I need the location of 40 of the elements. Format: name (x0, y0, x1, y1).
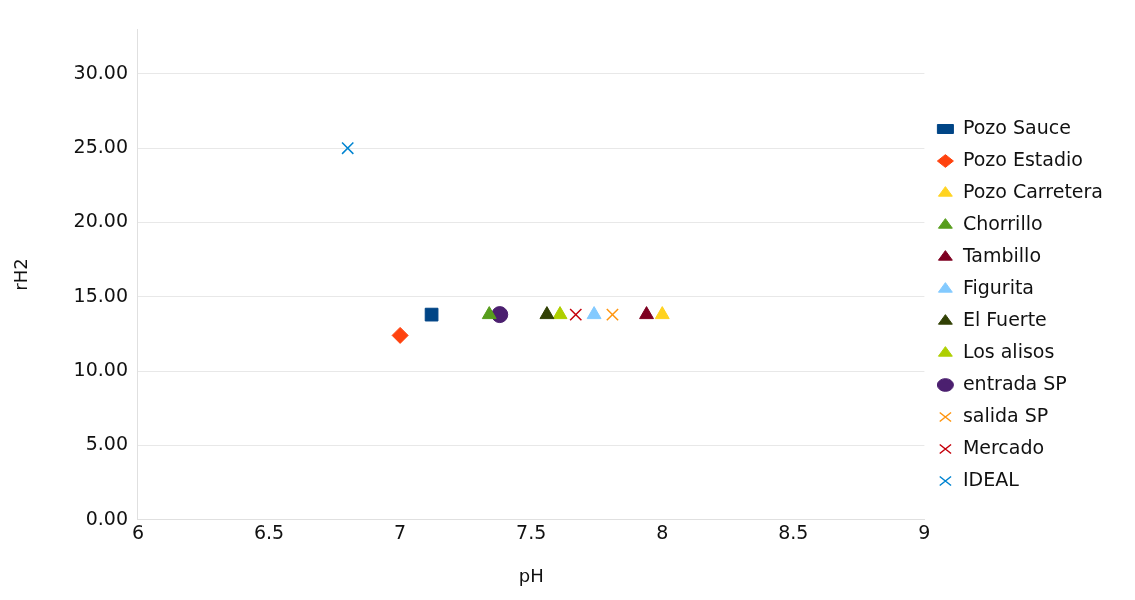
point (606, 308, 619, 322)
x-tick-label: 9 (918, 520, 931, 543)
legend-label: Los alisos (962, 339, 1055, 362)
x-tick-label: 6 (131, 520, 145, 543)
point (491, 306, 509, 324)
legend-label: Pozo Carretera (962, 179, 1103, 202)
legend-label: entrada SP (962, 371, 1067, 394)
x-tick-label: 8.5 (778, 520, 809, 543)
x-tick-label: 6.5 (253, 520, 285, 543)
y-tick-label: 0.00 (85, 506, 128, 529)
legend-label: Mercado (962, 435, 1045, 458)
legend-label: Figurita (962, 275, 1035, 298)
x-axis-title: pH (518, 564, 544, 586)
y-tick-label: 25.00 (73, 135, 128, 158)
point (424, 307, 439, 322)
point (654, 306, 670, 320)
y-tick-label: 10.00 (73, 357, 128, 380)
point (341, 141, 355, 155)
point (481, 306, 497, 320)
y-tick-label: 15.00 (73, 283, 128, 306)
point (586, 306, 602, 320)
x-tick-label: 8 (656, 520, 669, 543)
point (391, 326, 409, 344)
y-tick-label: 30.00 (73, 60, 128, 83)
y-axis-title: rH2 (10, 258, 32, 291)
legend-label: Pozo Estadio (962, 147, 1083, 170)
legend-label: Pozo Sauce (962, 115, 1071, 138)
legend-label: Tambillo (961, 243, 1042, 266)
y-tick-label: 20.00 (73, 209, 128, 232)
legend-label: salida SP (962, 403, 1049, 426)
point (552, 306, 568, 320)
x-tick-label: 7.5 (516, 520, 547, 543)
legend-label: IDEAL (962, 467, 1020, 490)
legend-label: Chorrillo (962, 211, 1043, 234)
point (539, 306, 555, 320)
legend-label: El Fuerte (962, 307, 1047, 330)
x-tick-label: 7 (394, 520, 407, 543)
point (639, 306, 654, 320)
y-tick-label: 5.00 (85, 432, 128, 455)
point (569, 308, 583, 322)
